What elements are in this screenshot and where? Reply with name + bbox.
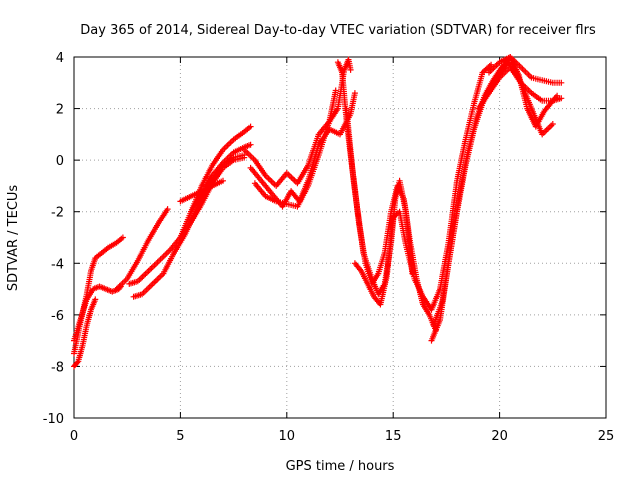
x-tick-label: 25: [598, 429, 615, 444]
x-axis-label: GPS time / hours: [286, 459, 395, 474]
y-tick-label: -2: [51, 206, 64, 221]
series-markers: [475, 64, 565, 112]
data-series: [113, 206, 171, 293]
plot-frame: [73, 56, 607, 419]
data-series: [486, 54, 565, 86]
x-tick-label: 20: [491, 429, 508, 444]
y-tick-label: -8: [51, 360, 64, 375]
x-tick-label: 0: [70, 429, 78, 444]
series-markers: [71, 234, 126, 357]
series-markers: [71, 296, 99, 370]
x-tick-label: 15: [385, 429, 402, 444]
data-markers: [71, 54, 565, 370]
x-tick-label: 10: [279, 429, 296, 444]
axes: 0 5 10 15 20 25 -10 -8 -6 -4 -2 0 2 4: [43, 51, 615, 444]
y-tick-label: 0: [56, 154, 64, 169]
data-series: [71, 234, 126, 357]
y-tick-label: -10: [43, 412, 64, 427]
data-series: [251, 87, 339, 210]
series-markers: [486, 54, 565, 86]
y-tick-label: 4: [56, 51, 64, 66]
y-tick-label: -6: [51, 309, 64, 324]
data-series: [71, 296, 99, 370]
grid-lines: [74, 57, 606, 418]
data-series: [475, 64, 565, 112]
series-markers: [177, 177, 226, 205]
y-tick-label: 2: [56, 103, 64, 118]
series-markers: [113, 206, 171, 293]
x-tick-label: 5: [176, 429, 184, 444]
y-axis-label: SDTVAR / TECUs: [6, 185, 21, 292]
data-series: [177, 177, 226, 205]
chart-title: Day 365 of 2014, Sidereal Day-to-day VTE…: [80, 23, 596, 38]
y-tick-label: -4: [51, 257, 64, 272]
series-markers: [351, 61, 495, 313]
series-markers: [251, 87, 339, 210]
data-series: [351, 61, 495, 313]
